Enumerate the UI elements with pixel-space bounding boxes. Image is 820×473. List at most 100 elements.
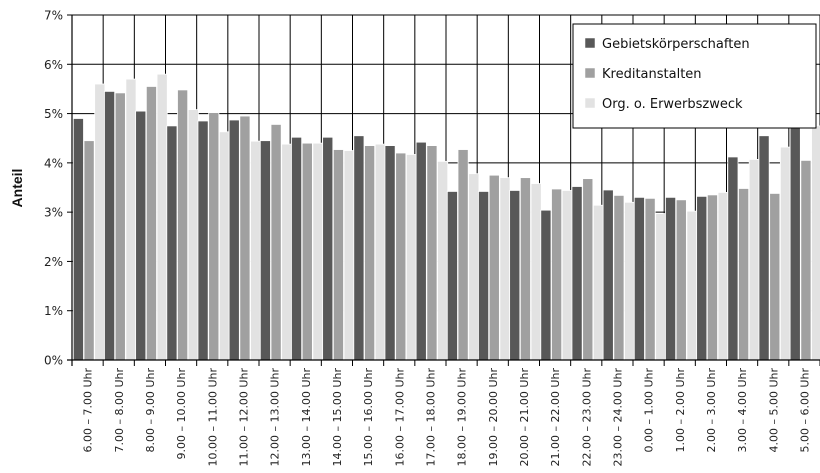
bar: [488, 174, 500, 361]
x-tick-label: 4.00 – 5.00 Uhr: [767, 368, 780, 453]
bar: [291, 136, 303, 361]
bar: [156, 73, 168, 361]
bar: [457, 149, 469, 361]
bar: [301, 142, 313, 361]
bar: [250, 140, 262, 361]
x-tick-label: 2.00 – 3.00 Uhr: [705, 368, 718, 453]
y-tick-label: 0%: [44, 354, 63, 368]
x-tick-label: 1.00 – 2.00 Uhr: [674, 368, 687, 453]
bar: [613, 194, 625, 361]
x-tick-label: 23.00 – 24.00 Uhr: [611, 368, 624, 467]
bar: [551, 188, 563, 361]
bar: [602, 189, 614, 361]
bar: [332, 149, 344, 361]
bar: [322, 136, 334, 361]
bar: [114, 92, 126, 361]
bar: [125, 78, 137, 361]
bar: [426, 145, 438, 361]
y-tick-label: 6%: [44, 58, 63, 72]
x-tick-label: 5.00 – 6.00 Uhr: [798, 368, 811, 453]
bar: [655, 213, 667, 361]
bar: [259, 140, 271, 361]
bar: [758, 135, 770, 361]
bar: [218, 131, 230, 361]
x-tick-label: 18.00 – 19.00 Uhr: [456, 368, 469, 467]
bar: [395, 152, 407, 361]
y-axis-label: Anteil: [9, 169, 25, 208]
y-tick-labels: 0% 1% 2% 3% 4% 5% 6% 7%: [44, 9, 63, 368]
x-tick-labels: 6.00 – 7.00 Uhr 7.00 – 8.00 Uhr 8.00 – 9.0…: [82, 368, 812, 467]
y-tick-label: 4%: [44, 156, 63, 170]
bar: [72, 118, 84, 361]
bar: [727, 156, 739, 361]
bar: [312, 142, 324, 361]
bar: [208, 112, 220, 361]
bar: [270, 124, 282, 361]
bar: [509, 190, 521, 361]
bar: [779, 146, 791, 361]
bar: [415, 141, 427, 361]
y-tick-label: 5%: [44, 107, 63, 121]
x-tick-label: 11.00 – 12.00 Uhr: [237, 368, 250, 467]
bar: [281, 143, 293, 361]
bar: [145, 86, 157, 361]
legend-label: Gebietskörperschaften: [602, 37, 750, 52]
y-tick-label: 3%: [44, 206, 63, 220]
bar: [437, 160, 449, 361]
x-tick-label: 17.00 – 18.00 Uhr: [424, 368, 437, 467]
x-tick-label: 21.00 – 22.00 Uhr: [549, 368, 562, 467]
bar: [633, 196, 645, 361]
y-tick-label: 7%: [44, 9, 63, 23]
x-tick-label: 20.00 – 21.00 Uhr: [518, 368, 531, 467]
legend-label: Kreditanstalten: [602, 67, 702, 82]
bar: [353, 135, 365, 361]
x-tick-label: 7.00 – 8.00 Uhr: [113, 368, 126, 453]
legend-swatch: [584, 97, 596, 109]
y-tick-label: 2%: [44, 255, 63, 269]
bar: [696, 195, 708, 361]
x-tick-label: 22.00 – 23.00 Uhr: [580, 368, 593, 467]
bar: [540, 209, 552, 361]
bar: [94, 83, 106, 361]
bar: [405, 154, 417, 361]
bar: [748, 159, 760, 361]
bar: [197, 120, 209, 361]
legend-swatch: [584, 37, 596, 49]
bar: [675, 199, 687, 361]
bar: [343, 150, 355, 361]
bar: [582, 178, 594, 361]
bar: [592, 204, 604, 361]
bar: [166, 125, 178, 361]
bar: [228, 119, 240, 361]
legend-swatch: [584, 67, 596, 79]
bar: [384, 145, 396, 361]
bar: [446, 191, 458, 361]
bar: [530, 183, 542, 361]
bar: [374, 143, 386, 361]
x-tick-label: 6.00 – 7.00 Uhr: [82, 368, 95, 453]
bar: [135, 110, 147, 361]
axes: [67, 14, 820, 366]
bar: [665, 196, 677, 361]
bar: [561, 190, 573, 361]
x-tick-label: 15.00 – 16.00 Uhr: [362, 368, 375, 467]
bar: [769, 193, 781, 361]
bar: [800, 159, 812, 361]
bar: [644, 197, 656, 361]
x-tick-label: 12.00 – 13.00 Uhr: [269, 368, 282, 467]
bar: [624, 201, 636, 361]
x-tick-label: 9.00 – 10.00 Uhr: [175, 368, 188, 460]
bar: [811, 125, 820, 361]
bar: [83, 140, 95, 361]
bar: [104, 90, 116, 361]
bar: [499, 177, 511, 361]
bar: [364, 145, 376, 361]
bars: [72, 73, 820, 361]
bar: [519, 177, 531, 361]
x-tick-label: 19.00 – 20.00 Uhr: [487, 368, 500, 467]
x-tick-label: 14.00 – 15.00 Uhr: [331, 368, 344, 467]
x-tick-label: 3.00 – 4.00 Uhr: [736, 368, 749, 453]
x-tick-label: 0.00 – 1.00 Uhr: [643, 368, 656, 453]
